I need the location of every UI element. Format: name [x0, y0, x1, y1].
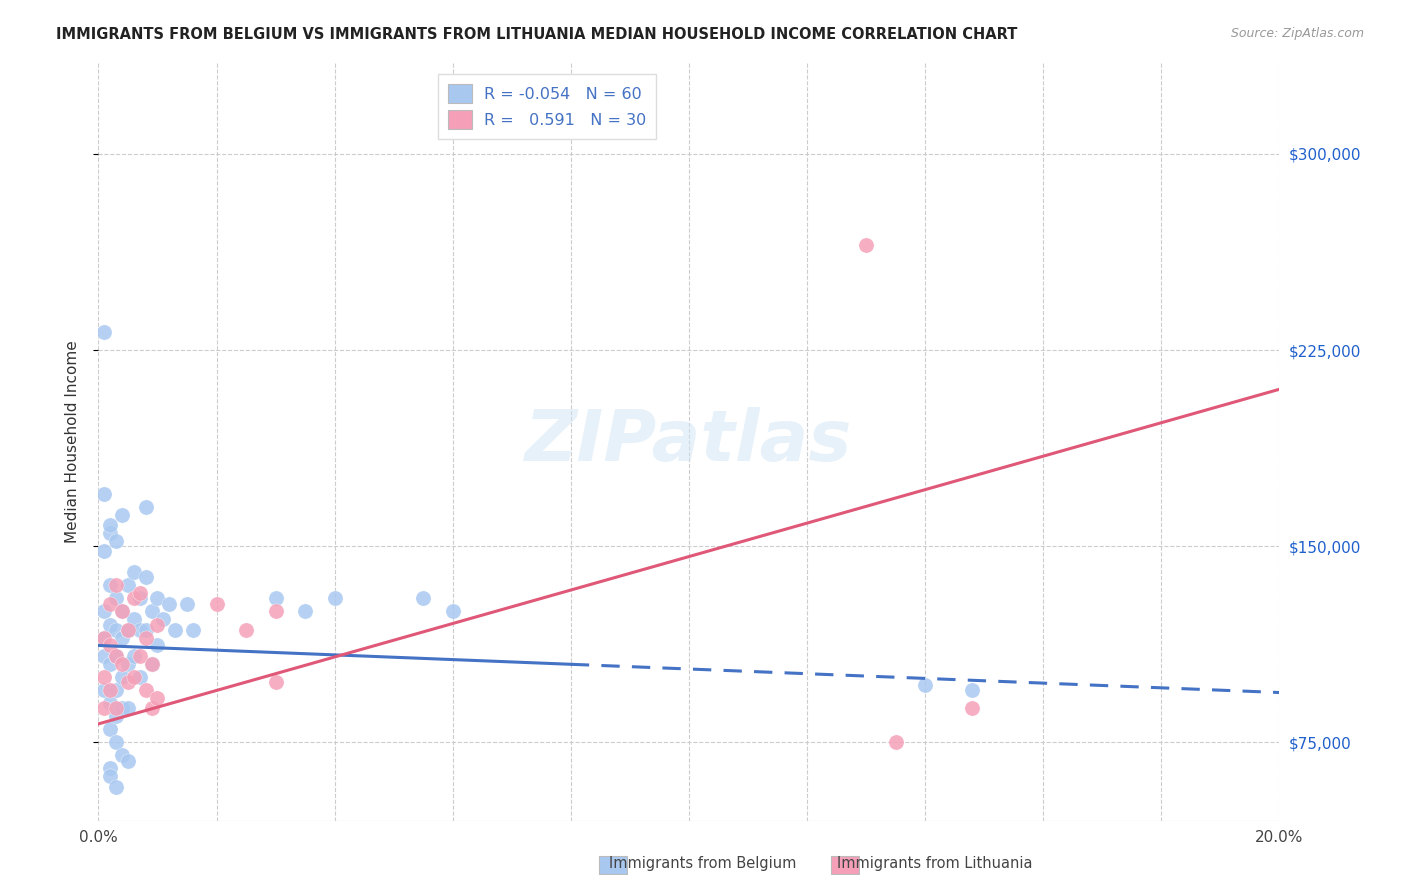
Point — [98, 722, 121, 736]
Point — [111, 605, 134, 619]
Point — [105, 648, 128, 663]
Point — [962, 682, 984, 697]
Point — [117, 701, 139, 715]
Point — [141, 657, 163, 671]
Point — [98, 682, 121, 697]
Point — [93, 682, 115, 697]
Point — [117, 675, 139, 690]
Point — [135, 500, 157, 514]
Point — [98, 639, 121, 653]
Point — [98, 597, 121, 611]
Point — [93, 631, 115, 645]
Point — [117, 657, 139, 671]
Point — [111, 631, 134, 645]
Text: IMMIGRANTS FROM BELGIUM VS IMMIGRANTS FROM LITHUANIA MEDIAN HOUSEHOLD INCOME COR: IMMIGRANTS FROM BELGIUM VS IMMIGRANTS FR… — [56, 27, 1018, 42]
Point — [141, 701, 163, 715]
Point — [93, 325, 115, 339]
Point — [105, 709, 128, 723]
Point — [146, 617, 169, 632]
Point — [962, 701, 984, 715]
Text: Immigrants from Belgium: Immigrants from Belgium — [609, 856, 797, 871]
Point — [117, 623, 139, 637]
Point — [111, 605, 134, 619]
Point — [98, 696, 121, 710]
Point — [93, 701, 115, 715]
Point — [135, 682, 157, 697]
Point — [105, 591, 128, 606]
Point — [146, 639, 169, 653]
Point — [884, 735, 907, 749]
Point — [105, 648, 128, 663]
Point — [128, 591, 150, 606]
Point — [146, 690, 169, 705]
Point — [128, 648, 150, 663]
Point — [855, 238, 877, 252]
Y-axis label: Median Household Income: Median Household Income — [65, 340, 80, 543]
Point — [264, 675, 287, 690]
Point — [105, 682, 128, 697]
Text: ZIPatlas: ZIPatlas — [526, 407, 852, 476]
Point — [165, 623, 187, 637]
Point — [105, 623, 128, 637]
Point — [117, 754, 139, 768]
Point — [93, 648, 115, 663]
Point — [117, 623, 139, 637]
Text: Source: ZipAtlas.com: Source: ZipAtlas.com — [1230, 27, 1364, 40]
Point — [141, 657, 163, 671]
Point — [117, 578, 139, 592]
Point — [294, 605, 316, 619]
Point — [111, 748, 134, 763]
Point — [98, 761, 121, 775]
Point — [93, 544, 115, 558]
Text: Immigrants from Lithuania: Immigrants from Lithuania — [837, 856, 1033, 871]
Point — [135, 623, 157, 637]
Point — [111, 670, 134, 684]
Point — [176, 597, 198, 611]
Point — [135, 631, 157, 645]
Point — [146, 591, 169, 606]
Point — [914, 678, 936, 692]
Point — [98, 617, 121, 632]
Point — [98, 526, 121, 541]
Point — [105, 701, 128, 715]
Point — [105, 735, 128, 749]
Point — [128, 623, 150, 637]
Point — [128, 670, 150, 684]
Point — [264, 605, 287, 619]
Point — [205, 597, 228, 611]
Point — [98, 578, 121, 592]
Point — [98, 769, 121, 783]
Point — [93, 605, 115, 619]
Point — [105, 780, 128, 794]
Point — [105, 578, 128, 592]
Point — [135, 570, 157, 584]
Point — [111, 657, 134, 671]
Point — [412, 591, 434, 606]
Point — [122, 648, 145, 663]
Point — [122, 591, 145, 606]
Point — [111, 508, 134, 522]
Point — [98, 657, 121, 671]
Point — [122, 612, 145, 626]
Point — [111, 701, 134, 715]
Legend: R = -0.054   N = 60, R =   0.591   N = 30: R = -0.054 N = 60, R = 0.591 N = 30 — [439, 74, 657, 139]
Point — [264, 591, 287, 606]
Point — [141, 605, 163, 619]
Point — [93, 631, 115, 645]
Point — [122, 566, 145, 580]
Point — [181, 623, 204, 637]
Point — [441, 605, 464, 619]
Point — [93, 670, 115, 684]
Point — [152, 612, 174, 626]
Point — [235, 623, 257, 637]
Point — [98, 518, 121, 533]
Point — [93, 487, 115, 501]
Point — [122, 670, 145, 684]
Point — [105, 533, 128, 548]
Point — [157, 597, 180, 611]
Point — [323, 591, 346, 606]
Point — [128, 586, 150, 600]
